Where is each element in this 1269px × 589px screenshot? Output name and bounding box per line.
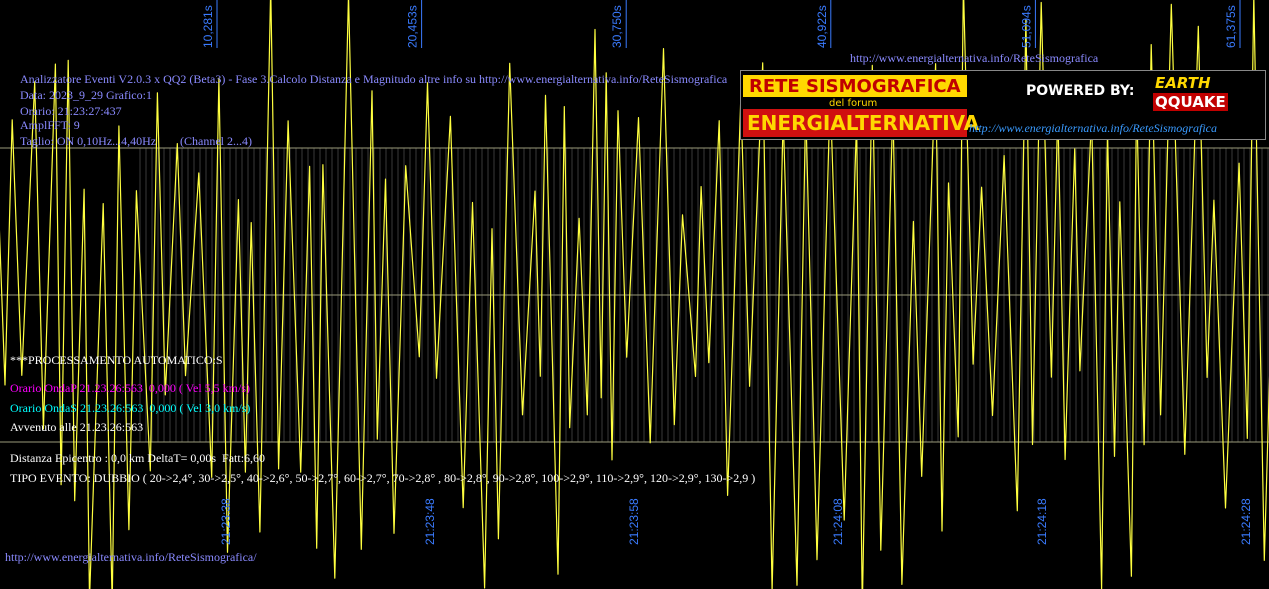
event-type: TIPO EVENTO: DUBBIO ( 20->2,4°, 30->2,5°… [10, 471, 756, 485]
logo-sub: del forum [829, 98, 878, 109]
header-line: Analizzatore Eventi V2.0.3 x QQ2 (Beta3)… [20, 72, 728, 86]
header-line: AmplFFT: 9 [20, 118, 80, 132]
bottom-time-label: 21:24:18 [1035, 498, 1049, 545]
footer-url: http://www.energialternativa.info/ReteSi… [5, 550, 257, 564]
bottom-time-label: 21:23:58 [627, 498, 641, 545]
logo-brand: QQUAKE [1153, 93, 1228, 111]
top-time-label: 51,094s [1019, 5, 1033, 48]
bottom-time-label: 21:23:38 [219, 498, 233, 545]
top-time-label: 40,922s [815, 5, 829, 48]
logo-brand: EARTH [1155, 74, 1211, 92]
logo-url: http://www.energialternativa.info/ReteSi… [969, 121, 1217, 135]
onda-p: Orario OndaP 21.23.26:563 0,000 ( Vel 5,… [10, 381, 250, 395]
header-line: Taglio: ON 0,10Hz...4,40Hz [20, 134, 157, 148]
report-title: ***PROCESSAMENTO AUTOMATICO:S [10, 353, 223, 367]
top-time-label: 10,281s [201, 5, 215, 48]
top-time-label: 20,453s [406, 5, 420, 48]
bottom-time-label: 21:23:48 [423, 498, 437, 545]
bottom-time-label: 21:24:08 [831, 498, 845, 545]
bottom-time-label: 21:24:28 [1239, 498, 1253, 545]
onda-s: Orario OndaS 21.23.26:563 0,000 ( Vel 3,… [10, 401, 251, 415]
channel: (Channel 2...4) [180, 134, 252, 148]
logo-name: ENERGIALTERNATIVA [747, 111, 980, 135]
header-line: Data: 2023_9_29 Grafico:1 [20, 88, 152, 102]
top-time-label: 30,750s [610, 5, 624, 48]
top-url: http://www.energialternativa.info/ReteSi… [850, 51, 1099, 65]
event-time: Avvenuto alle 21.23.26:563 [10, 420, 144, 434]
logo-powered: POWERED BY: [1026, 83, 1135, 99]
top-time-label: 61,375s [1224, 5, 1238, 48]
distance: Distanza Epicentro : 0,0 km DeltaT= 0,00… [10, 451, 266, 465]
logo-title: RETE SISMOGRAFICA [749, 76, 961, 97]
header-line: Orario: 21:23:27:437 [20, 104, 122, 118]
logo: RETE SISMOGRAFICA del forum ENERGIALTERN… [740, 70, 1266, 140]
